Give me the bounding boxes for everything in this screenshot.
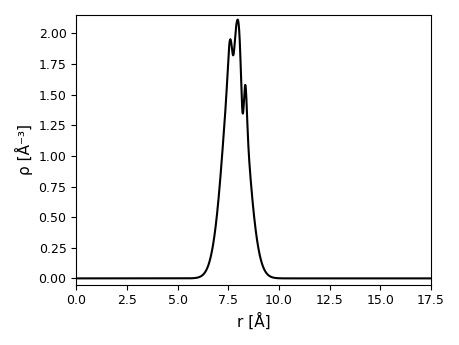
Y-axis label: ρ [Å⁻³]: ρ [Å⁻³]: [15, 124, 33, 175]
X-axis label: r [Å]: r [Å]: [236, 313, 270, 330]
